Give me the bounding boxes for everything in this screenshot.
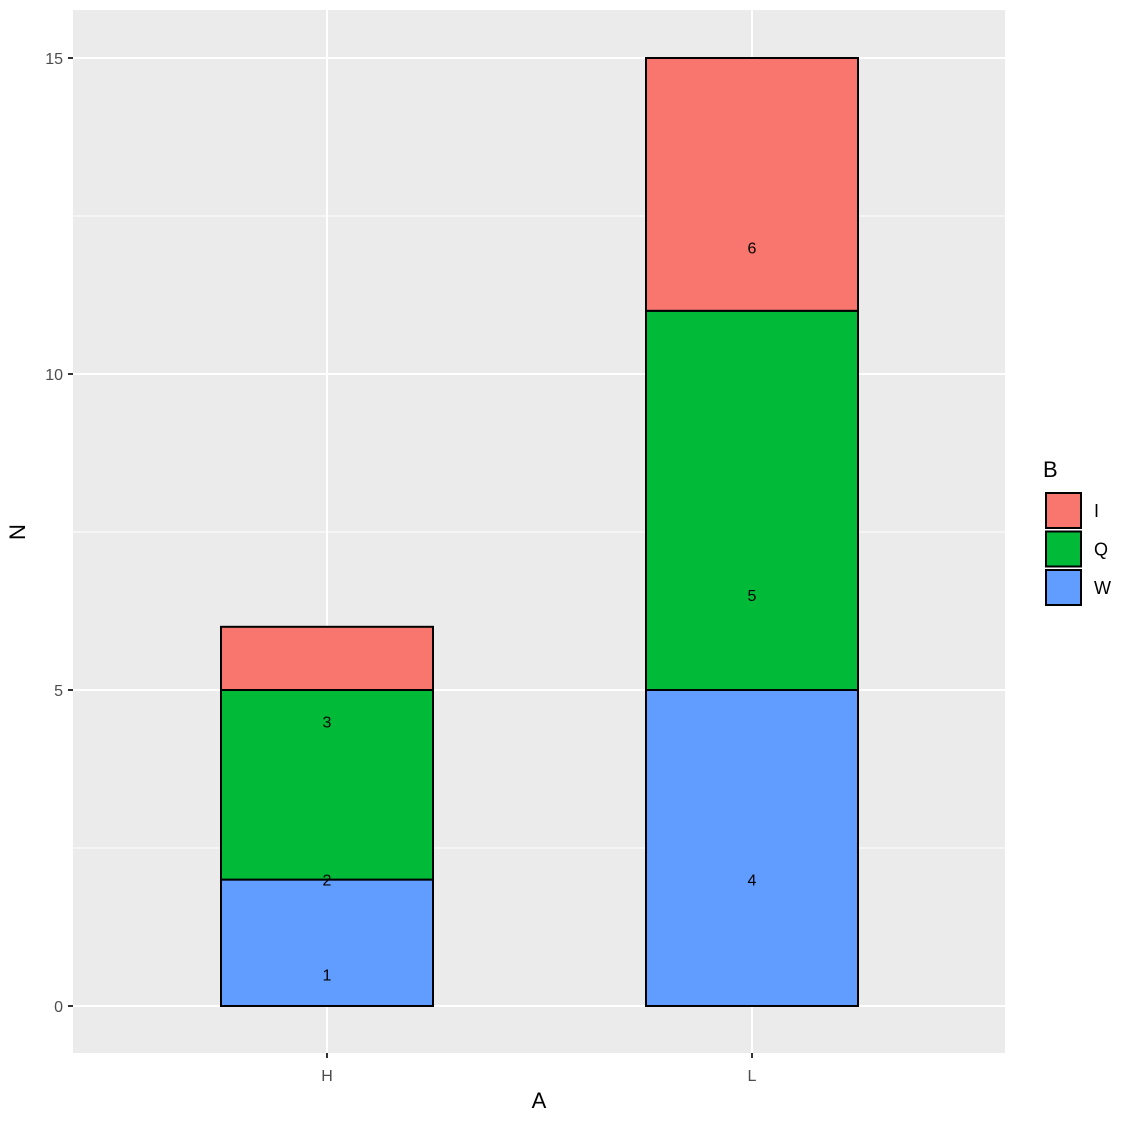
bar-label: 2 (323, 873, 332, 890)
bar-segment-L-Q (645, 309, 859, 691)
bar-label: 1 (323, 967, 332, 984)
legend: B IQW (1043, 457, 1111, 606)
bars (220, 57, 859, 1007)
legend-label: W (1094, 578, 1111, 598)
x-axis-title: A (532, 1088, 547, 1113)
bar-labels: 1 2 3 4 5 6 (323, 241, 757, 985)
y-tick-label: 0 (54, 999, 63, 1016)
bar-label: 5 (748, 588, 757, 605)
bar-label: 6 (748, 241, 757, 258)
bar-segment-L-W (645, 689, 859, 1007)
y-tick-label: 5 (54, 683, 63, 700)
legend-key-I (1045, 492, 1082, 529)
y-axis-title: N (5, 524, 30, 540)
bar-label: 3 (323, 715, 332, 732)
bar-segment-H-Q (220, 689, 434, 881)
bar-label: 4 (748, 873, 757, 890)
x-tick-label: L (748, 1068, 757, 1085)
bar-segment-H-W (220, 878, 434, 1007)
y-tick-label: 10 (45, 367, 63, 384)
legend-title: B (1043, 457, 1058, 482)
legend-key-Q (1045, 530, 1082, 568)
x-tick-label: H (321, 1068, 333, 1085)
bar-segment-L-I (645, 57, 859, 312)
bar-segment-H-I (220, 625, 434, 691)
legend-label: Q (1094, 540, 1108, 560)
y-axis: 0 5 10 15 (45, 51, 73, 1016)
legend-key-W (1045, 569, 1082, 606)
legend-label: I (1094, 501, 1099, 521)
y-tick-label: 15 (45, 51, 63, 68)
